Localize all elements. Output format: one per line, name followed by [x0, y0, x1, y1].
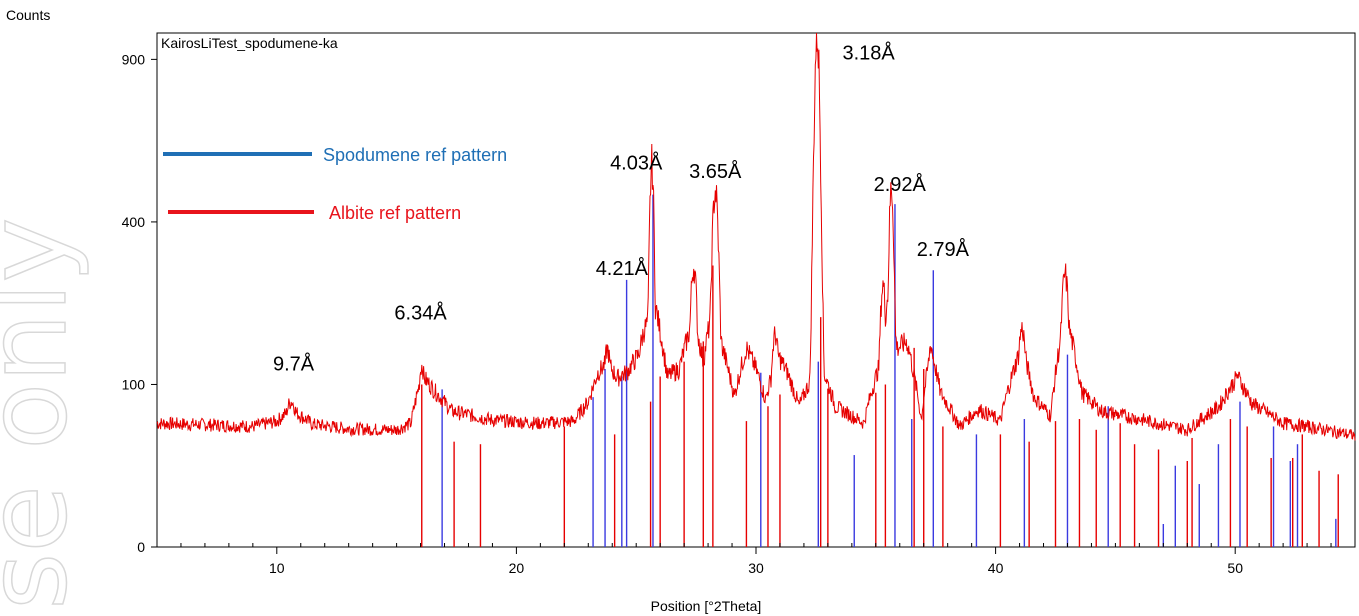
y-tick-label: 0 [137, 539, 145, 555]
peak-label: 9.7Å [273, 352, 315, 375]
peak-label: 2.92Å [874, 173, 927, 196]
plot-frame [156, 32, 1356, 548]
x-tick-label: 10 [269, 560, 285, 576]
y-axis-title: Counts [6, 7, 50, 23]
legend-label-albite: Albite ref pattern [329, 203, 461, 223]
peak-label: 3.18Å [842, 41, 895, 64]
legend-label-spodumene: Spodumene ref pattern [323, 145, 507, 165]
plot-area [156, 32, 1356, 548]
peak-label: 3.65Å [689, 160, 742, 183]
diffraction-trace [156, 32, 1356, 441]
x-tick-label: 40 [988, 560, 1004, 576]
albite-sticks [421, 265, 1339, 547]
y-tick-label: 900 [122, 51, 146, 67]
peak-label: 4.21Å [596, 257, 649, 280]
y-tick-label: 100 [122, 376, 146, 392]
x-tick-label: 20 [509, 560, 525, 576]
peak-annotations: 9.7Å 6.34Å 4.21Å 4.03Å 3.65Å 3.18Å 2.92Å 2.79Å [273, 41, 970, 375]
dataset-label: KairosLiTest_spodumene-ka [161, 35, 338, 51]
spodumene-sticks [441, 194, 1337, 547]
peak-label: 2.79Å [917, 238, 970, 261]
axes: 10 20 30 40 50 0 100 400 900 [122, 51, 1356, 576]
x-tick-label: 50 [1227, 560, 1243, 576]
x-tick-label: 30 [748, 560, 764, 576]
watermark-text: se only [0, 217, 91, 610]
y-tick-label: 400 [122, 214, 146, 230]
x-axis-title: Position [°2Theta] [651, 598, 762, 614]
peak-label: 6.34Å [394, 301, 447, 324]
legend: Spodumene ref pattern Albite ref pattern [163, 145, 507, 223]
peak-label: 4.03Å [610, 151, 663, 174]
